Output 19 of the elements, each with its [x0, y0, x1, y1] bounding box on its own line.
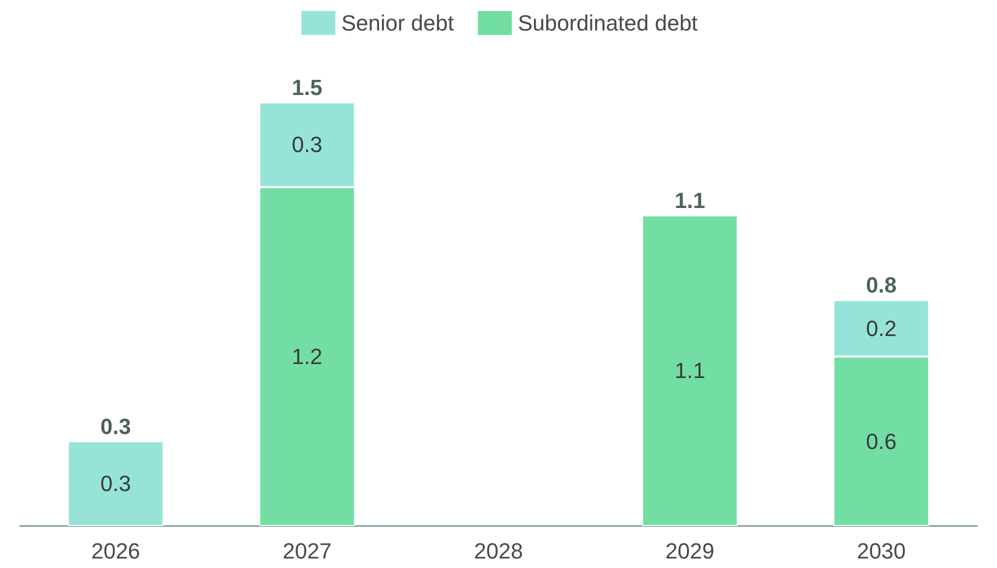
- bar: [68, 441, 164, 526]
- legend-label: Subordinated debt: [518, 10, 698, 36]
- total-label: 1.1: [674, 188, 706, 213]
- data-label: 0.3: [100, 471, 131, 496]
- x-tick-label: 2030: [856, 538, 906, 564]
- total-label: 0.3: [100, 414, 131, 439]
- x-tick-label: 2027: [282, 538, 332, 564]
- data-label: 1.1: [674, 358, 706, 384]
- x-tick-label: 2026: [91, 538, 140, 564]
- data-label: 0.6: [866, 428, 897, 454]
- data-label: 1.2: [292, 344, 322, 370]
- total-label: 1.5: [292, 74, 322, 100]
- x-tick-label: 2029: [665, 538, 714, 564]
- bar: [642, 215, 738, 526]
- data-label: 0.3: [292, 132, 322, 158]
- legend-label: Senior debt: [341, 10, 454, 36]
- x-tick-label: 2028: [474, 538, 523, 564]
- data-label: 0.2: [866, 316, 897, 341]
- total-label: 0.8: [866, 272, 897, 298]
